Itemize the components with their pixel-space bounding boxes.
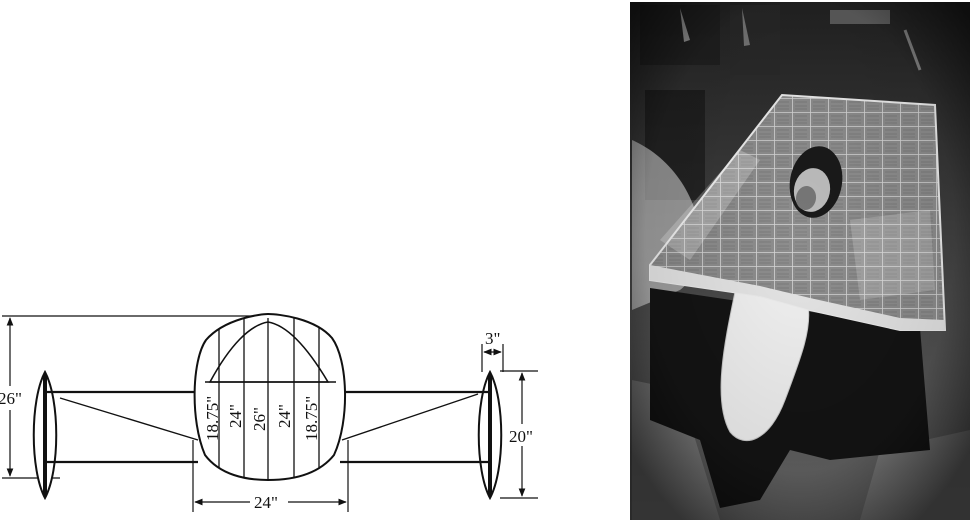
right-wheel bbox=[477, 369, 503, 501]
overall-height-dimension: 26" bbox=[0, 315, 268, 479]
body-width-label: 24" bbox=[254, 493, 278, 512]
body-section-label: 18.75" bbox=[302, 396, 321, 441]
wheel-gap-label: 3" bbox=[485, 329, 500, 348]
solar-car-photo bbox=[630, 2, 970, 520]
body-section-label: 26" bbox=[250, 407, 269, 431]
wheel-height-dimension: 20" bbox=[500, 370, 538, 499]
body-section-label: 24" bbox=[226, 404, 245, 428]
overall-height-label: 26" bbox=[0, 389, 22, 408]
body-width-dimension: 24" bbox=[192, 440, 349, 512]
car-body-outline: 18.75" 24" 26" 24" 18.75" bbox=[193, 312, 346, 482]
frame-axles bbox=[45, 390, 490, 464]
wheel-gap-dimension: 3" bbox=[481, 329, 504, 372]
wheel-height-label: 20" bbox=[509, 427, 533, 446]
left-wheel bbox=[32, 369, 58, 501]
body-section-label: 18.75" bbox=[203, 396, 222, 441]
body-section-label: 24" bbox=[275, 404, 294, 428]
